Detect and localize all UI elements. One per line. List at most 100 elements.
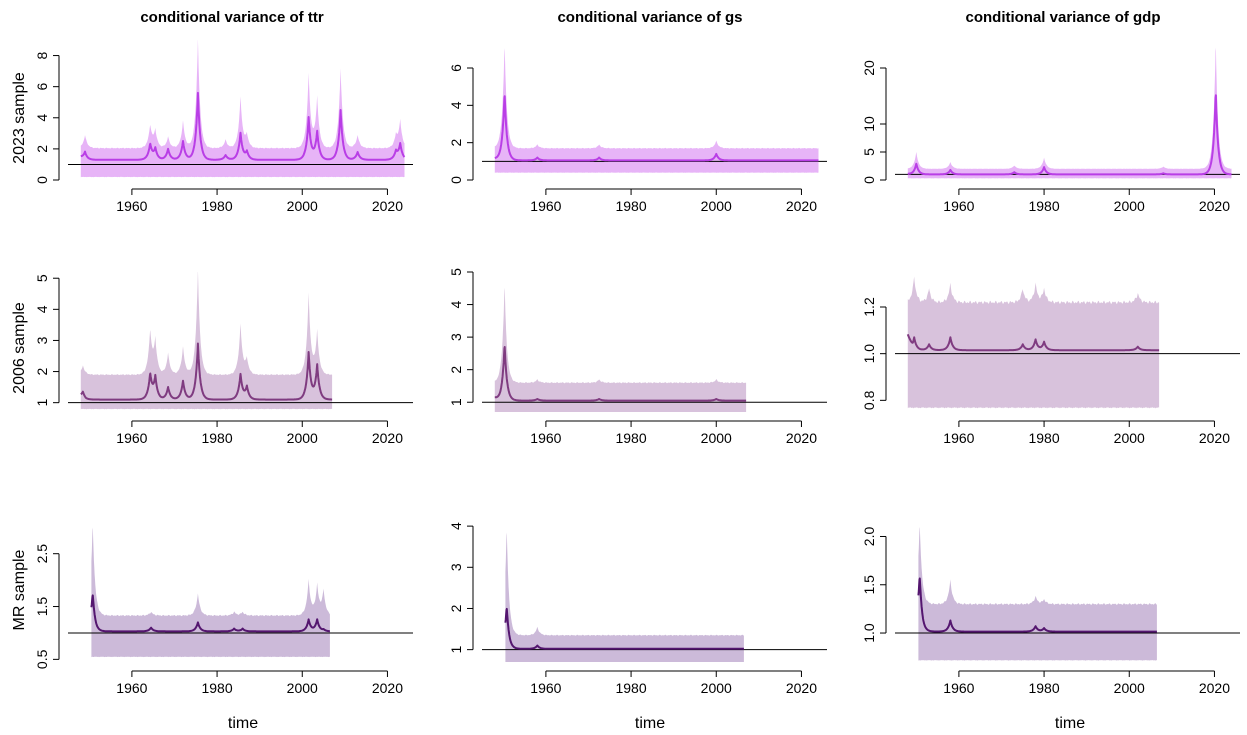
- column-title-gs: conditional variance of gs: [557, 9, 742, 26]
- panel-gdp-2023: 1960 1980 2000 2020 0 5 10 20: [861, 47, 1240, 214]
- y-tick-label: 4: [448, 101, 464, 109]
- y-tick-label: 4: [448, 300, 464, 308]
- y-tick-label: 0: [861, 176, 877, 184]
- x-tick-label: 1980: [1028, 680, 1059, 696]
- x-tick-label: 2020: [786, 430, 817, 446]
- x-axis-label-ttr: time: [228, 715, 258, 732]
- x-axis-gdp-mr: 1960 1980 2000 2020: [943, 670, 1230, 696]
- credible-band-gs-mr: [505, 532, 744, 662]
- panel-ttr-mr: 1960 1980 2000 2020 0.5 1.5 2.5: [34, 527, 413, 696]
- x-tick-label: 2020: [372, 198, 403, 214]
- x-axis-ttr-2023: 1960 1980 2000 2020: [116, 188, 403, 214]
- median-line-ttr-2023: [80, 91, 406, 161]
- y-tick-label: 2: [448, 139, 464, 147]
- x-axis-gs-mr: 1960 1980 2000 2020: [530, 670, 817, 696]
- plot-area: [482, 532, 827, 662]
- x-tick-label: 1960: [116, 430, 147, 446]
- y-tick-label: 4: [448, 522, 464, 530]
- row-label-2023: 2023 sample: [11, 72, 28, 164]
- x-tick-label: 2020: [372, 430, 403, 446]
- y-tick-label: 2: [448, 604, 464, 612]
- y-tick-label: 2: [34, 145, 50, 153]
- x-axis-ttr-2006: 1960 1980 2000 2020: [116, 420, 403, 446]
- plot-area: [895, 276, 1240, 409]
- y-tick-label: 3: [448, 333, 464, 341]
- x-tick-label: 1980: [615, 680, 646, 696]
- panel-gdp-mr: 1960 1980 2000 2020 1.0 1.5 2.0: [861, 527, 1240, 696]
- x-axis-labels: time time time: [228, 715, 1085, 732]
- x-tick-label: 1960: [943, 680, 974, 696]
- x-tick-label: 1960: [943, 430, 974, 446]
- credible-band-gdp-2006: [907, 276, 1160, 409]
- x-tick-label: 2020: [1199, 430, 1230, 446]
- x-tick-label: 1980: [201, 430, 232, 446]
- y-tick-label: 1.5: [861, 575, 877, 595]
- y-tick-label: 20: [861, 60, 877, 76]
- y-axis-gs-2006: 1 2 3 4 5: [448, 268, 474, 406]
- row-label-mr: MR sample: [11, 549, 28, 630]
- plot-area: [895, 47, 1240, 179]
- median-line-gs-2006: [494, 346, 747, 402]
- x-axis-gs-2006: 1960 1980 2000 2020: [530, 420, 817, 446]
- row-label-2006: 2006 sample: [11, 302, 28, 394]
- x-tick-label: 2000: [287, 680, 318, 696]
- panel-ttr-2006: 1960 1980 2000 2020 1 2 3 4 5: [34, 272, 413, 446]
- panel-gdp-2006: 1960 1980 2000 2020 0.8 1.0 1.2: [861, 276, 1240, 446]
- y-tick-label: 0: [34, 176, 50, 184]
- x-axis-label-gdp: time: [1055, 715, 1085, 732]
- plot-area: [68, 40, 413, 178]
- y-tick-label: 2.0: [861, 527, 877, 547]
- y-tick-label: 1.5: [34, 597, 50, 617]
- y-tick-label: 5: [861, 148, 877, 156]
- median-line-gs-2023: [494, 95, 820, 162]
- y-tick-label: 0.8: [861, 390, 877, 410]
- x-tick-label: 2000: [1114, 430, 1145, 446]
- y-tick-label: 3: [34, 336, 50, 344]
- x-axis-gdp-2023: 1960 1980 2000 2020: [943, 188, 1230, 214]
- x-axis-gs-2023: 1960 1980 2000 2020: [530, 188, 817, 214]
- x-tick-label: 1980: [1028, 198, 1059, 214]
- y-tick-label: 1.0: [861, 344, 877, 364]
- credible-band-gdp-mr: [918, 527, 1157, 661]
- x-tick-label: 2000: [287, 198, 318, 214]
- x-axis-label-gs: time: [635, 715, 665, 732]
- x-axis-gdp-2006: 1960 1980 2000 2020: [943, 420, 1230, 446]
- y-tick-label: 3: [448, 563, 464, 571]
- median-line-gdp-2006: [906, 333, 1160, 352]
- y-tick-label: 0.5: [34, 649, 50, 669]
- plot-area: [68, 272, 413, 410]
- y-axis-ttr-2006: 1 2 3 4 5: [34, 274, 60, 407]
- median-line-gs-mr: [504, 607, 745, 650]
- x-tick-label: 2020: [372, 680, 403, 696]
- x-tick-label: 1960: [530, 430, 561, 446]
- y-tick-label: 1: [448, 646, 464, 654]
- x-tick-label: 2000: [1114, 198, 1145, 214]
- panel-gs-2023: 1960 1980 2000 2020 0 2 4 6: [448, 48, 827, 214]
- x-tick-label: 1980: [615, 430, 646, 446]
- y-tick-label: 6: [448, 64, 464, 72]
- y-tick-label: 4: [34, 114, 50, 122]
- median-line-gdp-mr: [917, 577, 1158, 633]
- x-tick-label: 2020: [1199, 198, 1230, 214]
- y-axis-ttr-2023: 0 2 4 6 8: [34, 51, 60, 184]
- credible-band-gs-2023: [494, 48, 819, 173]
- x-tick-label: 1960: [116, 198, 147, 214]
- column-titles: conditional variance of ttr conditional …: [140, 9, 1160, 26]
- row-labels: 2023 sample 2006 sample MR sample: [11, 72, 28, 630]
- y-axis-ttr-mr: 0.5 1.5 2.5: [34, 544, 60, 669]
- y-tick-label: 2: [34, 367, 50, 375]
- plot-area: [482, 287, 827, 412]
- panel-gs-mr: 1960 1980 2000 2020 1 2 3 4: [448, 522, 827, 696]
- x-tick-label: 2000: [701, 430, 732, 446]
- y-tick-label: 1.0: [861, 623, 877, 643]
- x-tick-label: 2000: [701, 198, 732, 214]
- credible-band-ttr-mr: [91, 527, 330, 658]
- x-tick-label: 2020: [1199, 680, 1230, 696]
- median-line-ttr-2006: [80, 342, 333, 401]
- x-tick-label: 1980: [201, 198, 232, 214]
- x-tick-label: 1960: [943, 198, 974, 214]
- x-tick-label: 2000: [1114, 680, 1145, 696]
- y-tick-label: 5: [448, 268, 464, 276]
